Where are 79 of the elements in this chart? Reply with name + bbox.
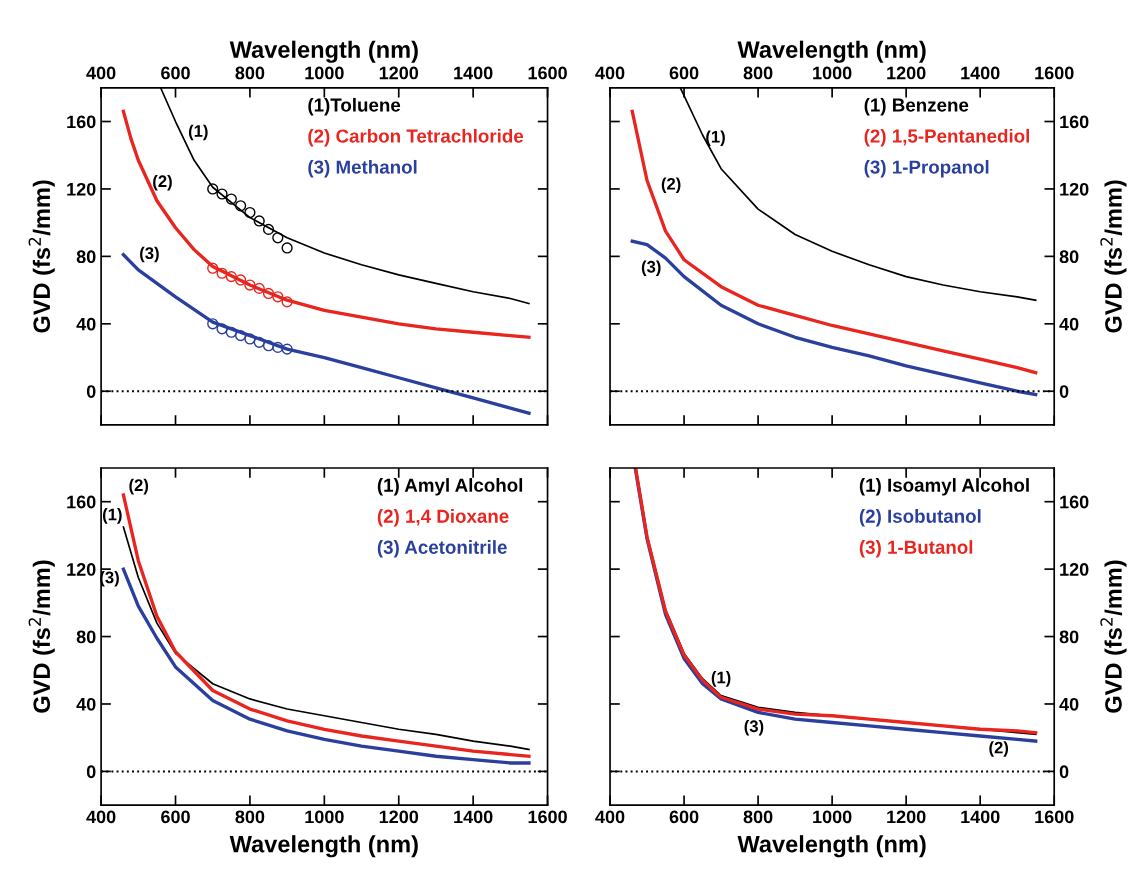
y-tick-label: 120 (67, 182, 96, 196)
legend-label: (1) Isoamyl Alcohol (859, 478, 1029, 496)
x-tick-label: 1600 (528, 66, 567, 80)
x-axis-title: Wavelength (nm) (737, 835, 926, 858)
annotation: (2) (129, 478, 149, 495)
x-tick-label: 600 (669, 66, 699, 80)
y-tick-label: 0 (86, 765, 96, 779)
x-tick-label: 1000 (813, 66, 852, 80)
text: (3) Acetonitrile (377, 540, 507, 558)
y-tick-label: 120 (67, 563, 96, 576)
x-tick-label: 400 (595, 810, 625, 824)
annotation: (3) (641, 260, 661, 276)
y-axis-title: GVD (fs$^{2}$/mm) (1100, 180, 1127, 333)
x-tick-label: 800 (743, 66, 773, 80)
legend-label: (1) Amyl Alcohol (377, 478, 523, 496)
annotation: (3) (140, 246, 159, 263)
x-tick-label: 1000 (813, 810, 852, 824)
x-tick-label: 600 (161, 66, 190, 80)
y-axis-title: GVD (fs$^{2}$/mm) (28, 560, 55, 713)
text: (3) 1-Propanol (864, 159, 989, 178)
annotation: (2) (989, 741, 1009, 757)
text: (3) Methanol (308, 159, 417, 178)
annotation: (1) (188, 124, 208, 141)
annotation: (3) (744, 719, 764, 736)
y-tick-label: 40 (76, 317, 96, 331)
y-tick-label: 160 (1060, 115, 1089, 129)
x-tick-label: 1000 (305, 66, 344, 80)
y-tick-label: 0 (86, 385, 96, 398)
x-tick-label: 1600 (1035, 66, 1074, 80)
text: (2) Isobutanol (859, 509, 981, 527)
y-tick-label: 0 (1059, 765, 1069, 779)
y-tick-label: 80 (1059, 630, 1079, 644)
x-tick-label: 1600 (528, 810, 567, 824)
y-tick-label: 80 (1059, 250, 1079, 264)
y-tick-label: 160 (1060, 495, 1089, 509)
text: (3) 1-Butanol (859, 540, 973, 558)
x-tick-label: 1400 (454, 810, 493, 824)
y-axis-title: GVD (fs$^{2}$/mm) (1100, 560, 1127, 713)
y-tick-label: 160 (67, 495, 96, 509)
x-tick-label: 800 (235, 810, 265, 824)
annotation: (1) (711, 671, 731, 687)
y-tick-label: 120 (1060, 182, 1089, 196)
y-axis-title: GVD (fs$^{2}$/mm) (28, 180, 55, 333)
y-tick-label: 40 (1059, 317, 1079, 331)
y-tick-label: 80 (76, 630, 96, 644)
x-tick-label: 1200 (887, 66, 926, 80)
x-tick-label: 800 (235, 66, 265, 80)
x-tick-label: 800 (743, 810, 773, 824)
y-tick-label: 80 (76, 250, 96, 264)
y-tick-label: 40 (1059, 697, 1079, 711)
text: (1)Toluene (308, 97, 401, 116)
annotation: (2) (153, 174, 172, 191)
x-tick-label: 400 (86, 66, 116, 80)
x-axis-title: Wavelength (nm) (737, 40, 926, 63)
annotation: (2) (661, 177, 681, 194)
x-tick-label: 1200 (379, 810, 419, 824)
text: (2) 1,5-Pentanediol (864, 128, 1030, 147)
text: (1) Benzene (864, 97, 969, 116)
y-tick-label: 0 (1059, 385, 1069, 398)
annotation: (1) (706, 130, 725, 146)
x-tick-label: 1000 (305, 810, 344, 824)
x-axis-title: Wavelength (nm) (229, 835, 418, 858)
y-tick-label: 40 (76, 697, 96, 711)
y-tick-label: 120 (1060, 563, 1089, 576)
x-axis-title: Wavelength (nm) (229, 40, 418, 63)
text: (2) 1,4 Dioxane (377, 509, 509, 527)
x-tick-label: 1200 (379, 66, 419, 80)
x-tick-label: 600 (669, 810, 699, 824)
x-tick-label: 1600 (1035, 810, 1074, 824)
x-tick-label: 600 (161, 810, 190, 824)
x-tick-label: 1400 (961, 66, 1000, 80)
annotation: (1) (102, 508, 122, 524)
x-tick-label: 400 (595, 66, 625, 80)
y-tick-label: 160 (67, 115, 96, 129)
text: (2) Carbon Tetrachloride (308, 128, 524, 147)
x-tick-label: 400 (86, 810, 116, 824)
x-tick-label: 1400 (961, 810, 1000, 824)
x-tick-label: 1200 (887, 810, 926, 824)
x-tick-label: 1400 (454, 66, 493, 80)
